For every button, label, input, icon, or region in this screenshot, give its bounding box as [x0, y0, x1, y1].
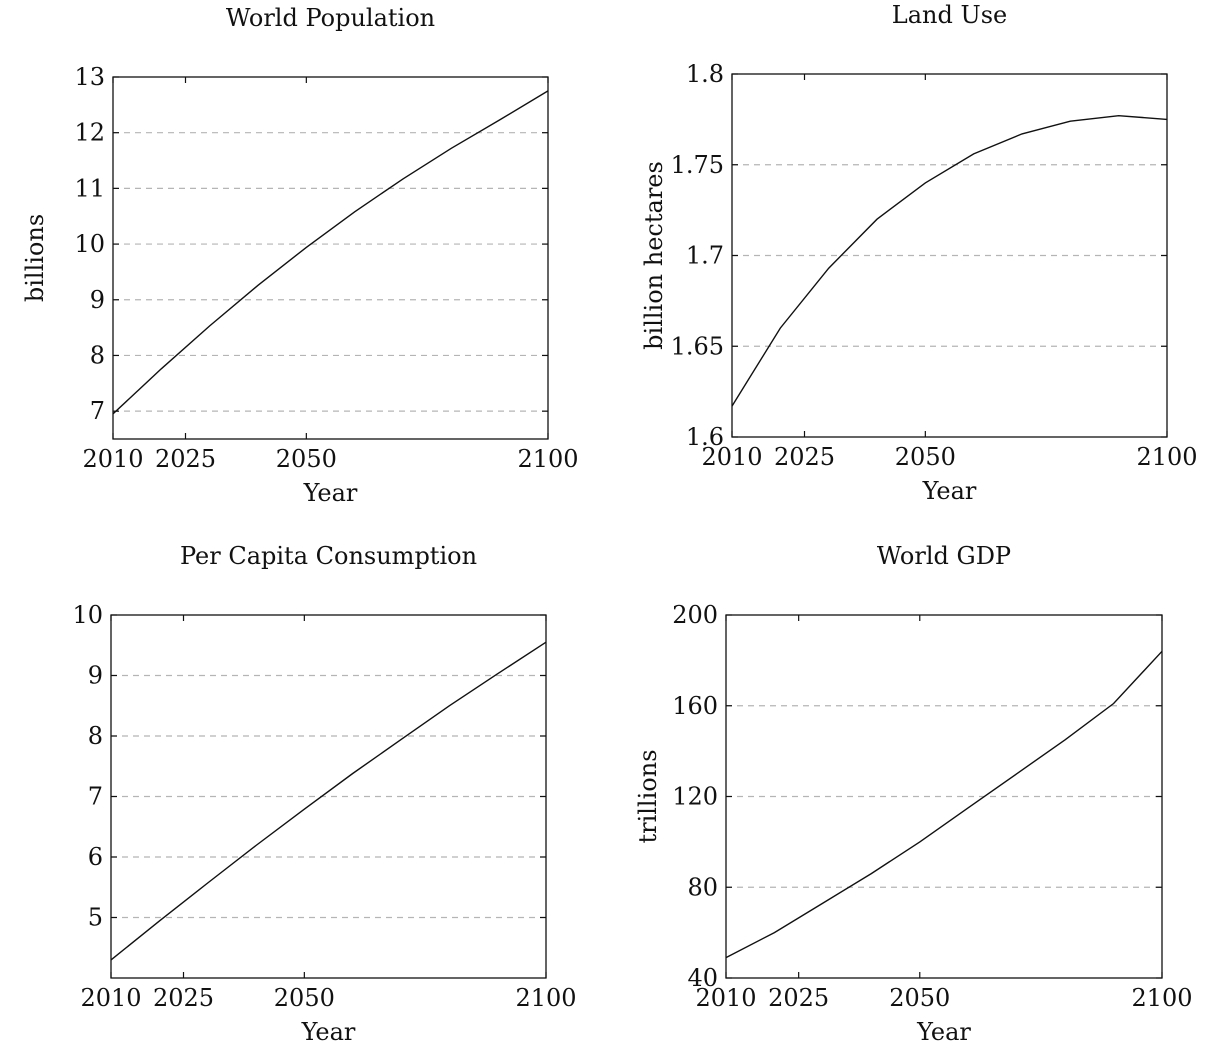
land-use-y-axis-label: billion hectares [640, 161, 668, 350]
world-gdp-series-line-0 [725, 650, 1163, 959]
per-capita-consumption-xtick-label-1: 2025 [153, 984, 214, 1012]
world-population-xtick-label-3: 2100 [517, 445, 578, 473]
world-population-ytick-label-4: 11 [74, 174, 105, 202]
per-capita-consumption-ytick-label-4: 9 [88, 662, 103, 690]
world-gdp-plot-frame [725, 614, 1163, 979]
world-gdp-title: World GDP [877, 542, 1011, 570]
land-use-ytick-label-1: 1.65 [671, 332, 724, 360]
per-capita-consumption-xtick-label-2: 2050 [274, 984, 335, 1012]
land-use-title: Land Use [892, 1, 1007, 29]
land-use-xtick-label-2: 2050 [895, 443, 956, 471]
world-gdp-xtick-label-0: 2010 [695, 984, 756, 1012]
land-use-ytick-label-4: 1.8 [686, 60, 724, 88]
per-capita-consumption-xtick-label-3: 2100 [515, 984, 576, 1012]
world-population-plot-frame [112, 76, 549, 440]
world-gdp-chart: 40 80 120 160 200 2010 2025 2050 2100 World GDP Ye… [634, 542, 1193, 1046]
world-population-ytick-label-0: 7 [90, 397, 105, 425]
land-use-ytick-label-2: 1.7 [686, 242, 724, 270]
land-use-ytick-label-0: 1.6 [686, 423, 724, 451]
land-use-xtick-label-3: 2100 [1136, 443, 1197, 471]
per-capita-consumption-ytick-label-1: 6 [88, 843, 103, 871]
land-use-ytick-label-3: 1.75 [671, 151, 724, 179]
world-gdp-xtick-label-1: 2025 [768, 984, 829, 1012]
per-capita-consumption-series-line-0 [110, 641, 547, 961]
world-gdp-xtick-label-2: 2050 [889, 984, 950, 1012]
world-population-xtick-label-1: 2025 [155, 445, 216, 473]
world-population-chart: 7 8 9 10 11 12 13 2010 2025 2050 2100 World Populat… [21, 4, 579, 507]
world-population-ytick-label-2: 9 [90, 286, 105, 314]
world-gdp-ytick-label-4: 200 [672, 601, 718, 629]
per-capita-consumption-ytick-label-2: 7 [88, 783, 103, 811]
world-gdp-ytick-label-0: 40 [687, 964, 718, 992]
per-capita-consumption-title: Per Capita Consumption [180, 542, 477, 570]
world-gdp-ytick-label-3: 160 [672, 692, 718, 720]
world-population-ytick-label-6: 13 [74, 63, 105, 91]
world-population-title: World Population [226, 4, 435, 32]
per-capita-consumption-ytick-label-0: 5 [88, 904, 103, 932]
land-use-series-line-0 [731, 114, 1168, 407]
world-gdp-x-axis-label: Year [916, 1018, 971, 1046]
world-population-ytick-label-3: 10 [74, 230, 105, 258]
world-population-series-line-0 [112, 90, 549, 415]
world-population-y-axis-label: billions [21, 214, 49, 302]
world-gdp-y-axis-label: trillions [634, 749, 662, 843]
world-gdp-xtick-label-3: 2100 [1131, 984, 1192, 1012]
per-capita-consumption-chart: 5 6 7 8 9 10 2010 2025 2050 2100 Per Capita Consum… [72, 542, 576, 1046]
per-capita-consumption-plot-frame [110, 614, 547, 979]
world-population-ytick-label-1: 8 [90, 341, 105, 369]
world-population-xtick-label-2: 2050 [276, 445, 337, 473]
land-use-x-axis-label: Year [922, 477, 977, 505]
world-population-x-axis-label: Year [303, 479, 358, 507]
per-capita-consumption-ytick-label-3: 8 [88, 722, 103, 750]
per-capita-consumption-ytick-label-5: 10 [72, 601, 103, 629]
land-use-plot-frame [731, 73, 1168, 438]
land-use-xtick-label-0: 2010 [701, 443, 762, 471]
land-use-chart: 1.6 1.65 1.7 1.75 1.8 2010 2025 2050 2100 Land Us… [640, 1, 1198, 505]
per-capita-consumption-xtick-label-0: 2010 [80, 984, 141, 1012]
world-population-ytick-label-5: 12 [74, 119, 105, 147]
world-gdp-ytick-label-2: 120 [672, 783, 718, 811]
world-gdp-ytick-label-1: 80 [687, 873, 718, 901]
world-population-xtick-label-0: 2010 [82, 445, 143, 473]
per-capita-consumption-x-axis-label: Year [301, 1018, 356, 1046]
land-use-xtick-label-1: 2025 [774, 443, 835, 471]
